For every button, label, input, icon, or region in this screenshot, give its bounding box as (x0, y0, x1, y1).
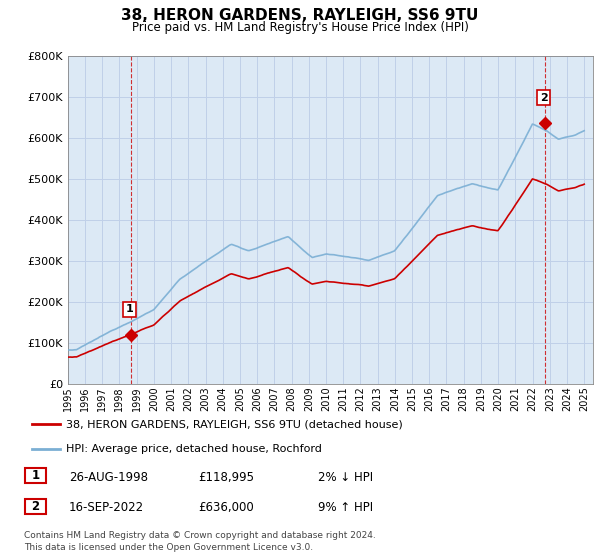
FancyBboxPatch shape (25, 468, 46, 483)
Text: Contains HM Land Registry data © Crown copyright and database right 2024.: Contains HM Land Registry data © Crown c… (24, 531, 376, 540)
Text: 26-AUG-1998: 26-AUG-1998 (69, 470, 148, 484)
FancyBboxPatch shape (25, 498, 46, 514)
Text: 2: 2 (540, 92, 548, 102)
Text: 9% ↑ HPI: 9% ↑ HPI (318, 501, 373, 515)
Text: 1: 1 (31, 469, 40, 482)
Text: 2% ↓ HPI: 2% ↓ HPI (318, 470, 373, 484)
Text: 2: 2 (31, 500, 40, 513)
Text: 38, HERON GARDENS, RAYLEIGH, SS6 9TU (detached house): 38, HERON GARDENS, RAYLEIGH, SS6 9TU (de… (66, 419, 403, 429)
Text: 1: 1 (125, 304, 133, 314)
Text: 38, HERON GARDENS, RAYLEIGH, SS6 9TU: 38, HERON GARDENS, RAYLEIGH, SS6 9TU (121, 8, 479, 24)
Text: 16-SEP-2022: 16-SEP-2022 (69, 501, 144, 515)
Text: Price paid vs. HM Land Registry's House Price Index (HPI): Price paid vs. HM Land Registry's House … (131, 21, 469, 34)
Text: This data is licensed under the Open Government Licence v3.0.: This data is licensed under the Open Gov… (24, 543, 313, 552)
Text: HPI: Average price, detached house, Rochford: HPI: Average price, detached house, Roch… (66, 445, 322, 454)
Text: £636,000: £636,000 (198, 501, 254, 515)
Text: £118,995: £118,995 (198, 470, 254, 484)
